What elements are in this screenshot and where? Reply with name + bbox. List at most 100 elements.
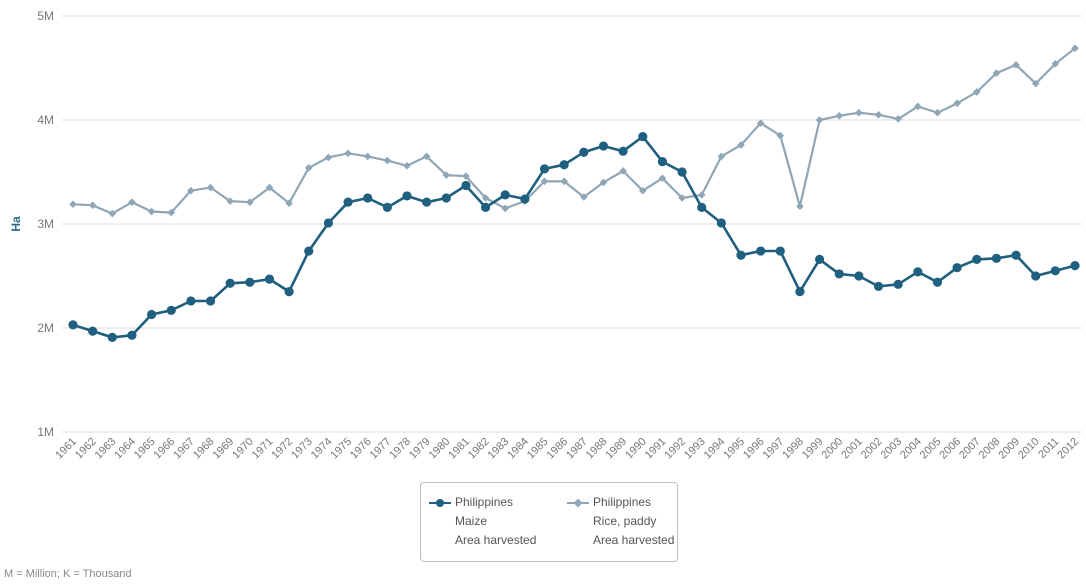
legend-item-maize[interactable]: Philippines Maize Area harvested (429, 493, 536, 550)
data-point[interactable] (932, 277, 943, 287)
data-point[interactable] (69, 200, 77, 209)
data-point[interactable] (88, 201, 97, 210)
data-point[interactable] (324, 153, 333, 162)
data-point[interactable] (246, 198, 254, 206)
data-point[interactable] (187, 186, 195, 195)
data-point[interactable] (736, 250, 746, 260)
data-point[interactable] (873, 281, 884, 291)
data-point[interactable] (264, 274, 275, 284)
data-point[interactable] (854, 271, 864, 281)
data-point[interactable] (855, 108, 863, 117)
data-point[interactable] (344, 149, 352, 158)
data-point[interactable] (284, 287, 294, 297)
data-point[interactable] (835, 112, 844, 120)
data-point[interactable] (206, 183, 215, 192)
data-point[interactable] (914, 102, 922, 111)
data-point[interactable] (559, 160, 569, 170)
data-point[interactable] (539, 164, 550, 174)
data-point[interactable] (677, 167, 687, 177)
data-point[interactable] (1031, 79, 1040, 88)
data-point[interactable] (363, 152, 372, 161)
data-point[interactable] (1070, 261, 1080, 271)
data-point[interactable] (343, 197, 353, 207)
data-point[interactable] (186, 296, 196, 306)
data-point[interactable] (814, 254, 825, 264)
data-point[interactable] (1031, 271, 1041, 281)
data-point[interactable] (638, 186, 647, 195)
data-point[interactable] (1071, 44, 1079, 53)
data-point[interactable] (1012, 61, 1020, 69)
data-point[interactable] (1051, 60, 1060, 68)
legend-item-rice[interactable]: Philippines Rice, paddy Area harvested (567, 493, 674, 550)
data-point[interactable] (894, 115, 902, 123)
data-point[interactable] (500, 190, 510, 200)
data-point[interactable] (146, 309, 157, 320)
data-point[interactable] (382, 202, 392, 212)
data-point[interactable] (913, 267, 923, 277)
data-point[interactable] (834, 269, 844, 279)
data-point[interactable] (776, 131, 785, 140)
data-point[interactable] (323, 218, 334, 228)
data-point[interactable] (580, 193, 588, 201)
data-point[interactable] (461, 180, 471, 191)
data-point[interactable] (383, 156, 392, 165)
data-point[interactable] (638, 132, 648, 142)
data-point[interactable] (619, 167, 627, 175)
data-point[interactable] (775, 246, 785, 256)
data-point[interactable] (147, 207, 156, 216)
data-point[interactable] (992, 69, 1001, 77)
data-point[interactable] (403, 161, 411, 170)
data-point[interactable] (579, 147, 589, 157)
data-point[interactable] (205, 296, 216, 306)
data-point[interactable] (972, 88, 981, 96)
data-point[interactable] (697, 202, 707, 212)
data-point[interactable] (304, 164, 313, 172)
data-point[interactable] (304, 246, 314, 256)
data-point[interactable] (422, 152, 431, 161)
data-point[interactable] (972, 254, 982, 264)
data-point[interactable] (658, 174, 667, 183)
data-point[interactable] (128, 198, 136, 206)
data-point[interactable] (678, 194, 686, 202)
data-point[interactable] (442, 171, 451, 179)
data-point[interactable] (501, 204, 510, 213)
data-point[interactable] (363, 193, 373, 203)
data-point[interactable] (893, 279, 903, 289)
data-point[interactable] (107, 332, 117, 342)
data-point[interactable] (952, 263, 962, 273)
data-point[interactable] (540, 177, 549, 186)
data-point[interactable] (716, 218, 726, 228)
data-point[interactable] (520, 194, 530, 204)
data-point[interactable] (481, 194, 490, 202)
data-point[interactable] (480, 202, 491, 212)
data-point[interactable] (108, 209, 117, 218)
data-point[interactable] (717, 152, 726, 161)
data-point[interactable] (462, 172, 470, 180)
data-point[interactable] (402, 191, 412, 201)
data-point[interactable] (166, 305, 176, 315)
data-point[interactable] (1050, 266, 1060, 276)
data-point[interactable] (737, 141, 745, 149)
data-point[interactable] (657, 157, 668, 167)
data-point[interactable] (245, 277, 255, 287)
data-point[interactable] (560, 177, 568, 186)
data-point[interactable] (795, 287, 805, 297)
data-point[interactable] (618, 146, 628, 156)
data-point[interactable] (167, 208, 176, 217)
data-point[interactable] (225, 278, 235, 288)
data-point[interactable] (874, 111, 883, 119)
data-point[interactable] (756, 119, 765, 127)
data-point[interactable] (441, 193, 451, 203)
data-point[interactable] (1011, 250, 1021, 260)
data-point[interactable] (265, 183, 274, 192)
data-point[interactable] (127, 330, 137, 340)
data-point[interactable] (991, 253, 1002, 263)
data-point[interactable] (422, 197, 432, 207)
data-point[interactable] (68, 320, 78, 330)
data-point[interactable] (88, 326, 98, 336)
data-point[interactable] (599, 178, 608, 187)
data-point[interactable] (226, 197, 234, 205)
data-point[interactable] (598, 141, 609, 151)
data-point[interactable] (933, 108, 942, 117)
data-point[interactable] (756, 246, 766, 256)
